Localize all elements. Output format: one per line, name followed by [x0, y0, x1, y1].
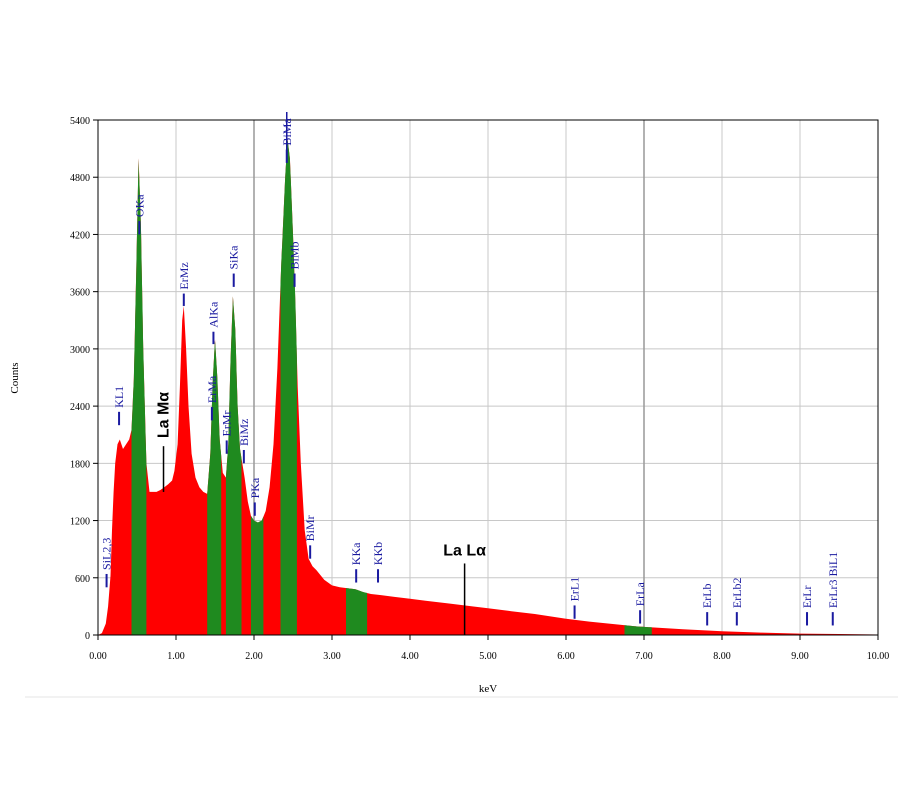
peak-region	[225, 296, 242, 635]
peak-label: SiKa	[227, 245, 241, 270]
peak-region	[346, 588, 368, 635]
peak-label: ErLr3 BiL1	[826, 552, 840, 608]
peak-label: PKa	[248, 477, 262, 498]
peak-label: KL1	[112, 386, 126, 408]
y-tick-label: 2400	[70, 402, 90, 413]
peak-label: ErMa	[205, 375, 219, 403]
x-tick-label: 7.00	[635, 651, 653, 662]
y-tick-label: 0	[85, 631, 90, 642]
y-tick-label: 1800	[70, 459, 90, 470]
x-tick-label: 5.00	[479, 651, 497, 662]
y-tick-label: 600	[75, 574, 90, 585]
peak-label: BiMz	[237, 419, 251, 446]
annotations: La Mα La Lα	[156, 392, 486, 635]
peak-label: ErMz	[177, 262, 191, 289]
y-axis-label: Counts	[9, 362, 21, 393]
peak-label: BiMb	[288, 242, 302, 270]
peak-region	[624, 625, 652, 635]
peak-region	[207, 340, 222, 635]
peak-label: OKa	[132, 194, 146, 217]
peak-label: BiMr	[303, 515, 317, 541]
x-tick-label: 3.00	[323, 651, 341, 662]
x-tick-label: 10.00	[867, 651, 890, 662]
x-tick-label: 4.00	[401, 651, 419, 662]
peak-label: ErMr	[220, 410, 234, 436]
x-tick-label: 0.00	[89, 651, 107, 662]
annotation-label: La Lα	[443, 542, 486, 559]
y-tick-label: 3000	[70, 345, 90, 356]
y-tick-label: 4800	[70, 173, 90, 184]
peak-region	[131, 158, 147, 635]
x-tick-label: 8.00	[713, 651, 731, 662]
peak-region	[280, 140, 297, 635]
y-tick-label: 3600	[70, 288, 90, 299]
y-tick-label: 1200	[70, 517, 90, 528]
peak-label: ErLb2	[730, 577, 744, 608]
y-axis-ticks: 0 600 1200 1800 2400 3000 3600 4200 4800 5400	[70, 116, 98, 642]
y-tick-label: 4200	[70, 230, 90, 241]
x-tick-label: 6.00	[557, 651, 575, 662]
peak-region	[250, 515, 264, 635]
peak-label: AlKa	[206, 301, 220, 328]
peak-label: KKb	[371, 542, 385, 565]
peak-label: ErLr	[800, 585, 814, 608]
annotation-label: La Mα	[156, 392, 173, 438]
peak-label: ErLa	[633, 582, 647, 607]
x-tick-label: 9.00	[791, 651, 809, 662]
x-tick-label: 1.00	[167, 651, 185, 662]
peak-label: SiL2,3	[100, 538, 114, 570]
x-tick-label: 2.00	[245, 651, 263, 662]
peak-label: ErLb	[700, 583, 714, 608]
peak-label: ErL1	[568, 577, 582, 602]
y-tick-label: 5400	[70, 116, 90, 127]
peak-label: KKa	[349, 542, 363, 565]
x-axis-ticks: 0.00 1.00 2.00 3.00 4.00 5.00 6.00 7.00 8.00 9.00…	[89, 635, 889, 662]
peak-regions	[131, 140, 652, 635]
x-axis-label: keV	[479, 683, 497, 695]
